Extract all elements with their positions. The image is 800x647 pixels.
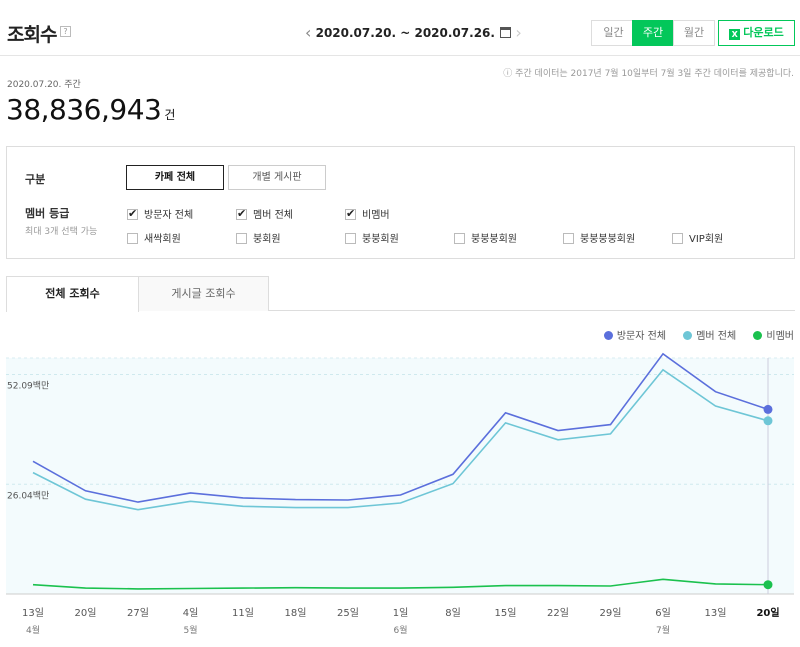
checkbox-grade-1[interactable]: 붕회원 bbox=[236, 230, 281, 245]
checkbox-visitors-all[interactable]: 방문자 전체 bbox=[127, 206, 193, 221]
x-tick-label: 6일 bbox=[655, 607, 671, 619]
checkbox-empty-icon bbox=[672, 233, 683, 244]
legend-item-nonmembers[interactable]: 비멤버 bbox=[753, 331, 794, 342]
x-tick-label: 13일 bbox=[705, 607, 727, 619]
x-month-label: 5월 bbox=[183, 624, 197, 636]
x-tick-label: 27일 bbox=[127, 607, 149, 619]
data-point bbox=[763, 404, 773, 414]
legend-dot-icon bbox=[603, 331, 613, 340]
x-month-label: 4월 bbox=[26, 624, 40, 636]
legend-item-visitors[interactable]: 방문자 전체 bbox=[603, 331, 667, 342]
checkbox-label: 비멤버 bbox=[362, 210, 390, 221]
download-button[interactable]: X 다운로드 bbox=[718, 20, 795, 46]
x-tick-label: 1일 bbox=[393, 607, 409, 619]
legend-item-members[interactable]: 멤버 전체 bbox=[683, 331, 736, 342]
x-tick-label: 8일 bbox=[445, 607, 461, 619]
legend-label: 비멤버 bbox=[766, 331, 794, 342]
checkbox-checked-icon bbox=[345, 207, 356, 220]
checkbox-empty-icon bbox=[454, 233, 465, 244]
checkbox-label: 멤버 전체 bbox=[253, 210, 293, 221]
x-tick-label: 22일 bbox=[547, 607, 569, 619]
checkbox-empty-icon bbox=[236, 233, 247, 244]
tab-post-views[interactable]: 게시글 조회수 bbox=[138, 276, 269, 311]
week-label: 2020.07.20. 주간 bbox=[7, 80, 81, 90]
tab-total-views[interactable]: 전체 조회수 bbox=[6, 276, 139, 312]
checkbox-label: 방문자 전체 bbox=[144, 210, 194, 221]
download-label: 다운로드 bbox=[743, 26, 784, 39]
chevron-right-icon[interactable]: › bbox=[515, 23, 522, 42]
checkbox-label: 붕붕붕회원 bbox=[471, 234, 517, 245]
chevron-left-icon[interactable]: ‹ bbox=[305, 23, 312, 42]
x-month-label: 7월 bbox=[656, 624, 670, 636]
line-chart: 52.09백만 26.04백만 13일 4월 20일 27일 4일 5월 11일 18일 25일 1일… bbox=[6, 352, 794, 636]
period-daily-button[interactable]: 일간 bbox=[591, 20, 636, 46]
excel-icon: X bbox=[729, 29, 741, 40]
date-navigator: ‹ 2020.07.20. ~ 2020.07.26. › bbox=[305, 23, 522, 42]
view-tabs: 전체 조회수 게시글 조회수 bbox=[6, 276, 795, 312]
checkbox-members-all[interactable]: 멤버 전체 bbox=[236, 206, 293, 221]
date-range: 2020.07.20. ~ 2020.07.26. bbox=[315, 26, 495, 40]
checkbox-nonmembers[interactable]: 비멤버 bbox=[345, 206, 390, 221]
help-icon[interactable]: ? bbox=[60, 26, 71, 37]
category-label: 구분 bbox=[25, 173, 46, 186]
checkbox-grade-2[interactable]: 붕붕회원 bbox=[345, 230, 399, 245]
category-board-button[interactable]: 개별 게시판 bbox=[228, 165, 326, 190]
filter-panel: 구분 카페 전체 개별 게시판 멤버 등급 최대 3개 선택 가능 방문자 전체… bbox=[6, 146, 795, 259]
x-tick-label: 13일 bbox=[22, 607, 44, 619]
checkbox-grade-3[interactable]: 붕붕붕회원 bbox=[454, 230, 517, 245]
checkbox-empty-icon bbox=[563, 233, 574, 244]
y-tick-label: 26.04백만 bbox=[7, 490, 49, 501]
period-monthly-button[interactable]: 월간 bbox=[673, 20, 715, 46]
checkbox-empty-icon bbox=[345, 233, 356, 244]
checkbox-grade-4[interactable]: 붕붕붕붕회원 bbox=[563, 230, 635, 245]
data-notice: ⓘ 주간 데이터는 2017년 7월 10일부터 7월 3일 주간 데이터를 제… bbox=[503, 69, 794, 79]
x-tick-label: 18일 bbox=[285, 607, 307, 619]
x-tick-label: 29일 bbox=[600, 607, 622, 619]
checkbox-empty-icon bbox=[127, 233, 138, 244]
checkbox-grade-sprout[interactable]: 새싹회원 bbox=[127, 230, 181, 245]
header-bar: 조회수 ? ‹ 2020.07.20. ~ 2020.07.26. › 일간 주… bbox=[0, 0, 800, 56]
member-grade-hint: 최대 3개 선택 가능 bbox=[25, 227, 98, 237]
x-tick-label: 15일 bbox=[495, 607, 517, 619]
legend-label: 멤버 전체 bbox=[696, 331, 737, 342]
legend-dot-icon bbox=[683, 331, 693, 340]
period-weekly-button[interactable]: 주간 bbox=[632, 20, 674, 46]
x-month-label: 6월 bbox=[393, 624, 407, 636]
series-line-1 bbox=[32, 368, 769, 511]
total-unit: 건 bbox=[164, 108, 175, 122]
checkbox-label: 붕붕붕붕회원 bbox=[580, 234, 636, 245]
checkbox-checked-icon bbox=[127, 207, 138, 220]
x-tick-label: 20일 bbox=[75, 607, 97, 619]
legend-label: 방문자 전체 bbox=[616, 331, 667, 342]
plot-background bbox=[6, 358, 794, 594]
x-tick-label: 4일 bbox=[183, 607, 199, 619]
checkbox-label: 붕회원 bbox=[253, 234, 281, 245]
chart-legend: 방문자 전체 멤버 전체 비멤버 bbox=[590, 327, 794, 342]
x-tick-label: 11일 bbox=[232, 607, 254, 619]
checkbox-checked-icon bbox=[236, 207, 247, 220]
total-value: 38,836,943 bbox=[6, 93, 162, 126]
page-title: 조회수 bbox=[7, 24, 57, 46]
member-grade-label: 멤버 등급 bbox=[25, 207, 70, 220]
series-line-2 bbox=[32, 578, 769, 590]
series-line-0 bbox=[32, 352, 769, 503]
calendar-icon[interactable] bbox=[500, 27, 512, 38]
data-point bbox=[763, 416, 773, 426]
x-tick-label: 25일 bbox=[337, 607, 359, 619]
data-point bbox=[763, 580, 773, 590]
y-tick-label: 52.09백만 bbox=[7, 380, 49, 391]
legend-dot-icon bbox=[753, 331, 763, 340]
checkbox-label: 붕붕회원 bbox=[362, 234, 399, 245]
category-cafe-all-button[interactable]: 카페 전체 bbox=[126, 165, 224, 190]
checkbox-label: VIP회원 bbox=[689, 234, 724, 245]
total-views: 38,836,943 건 bbox=[6, 93, 175, 126]
checkbox-grade-vip[interactable]: VIP회원 bbox=[672, 230, 723, 245]
x-tick-label: 20일 bbox=[756, 606, 779, 619]
checkbox-label: 새싹회원 bbox=[144, 234, 181, 245]
